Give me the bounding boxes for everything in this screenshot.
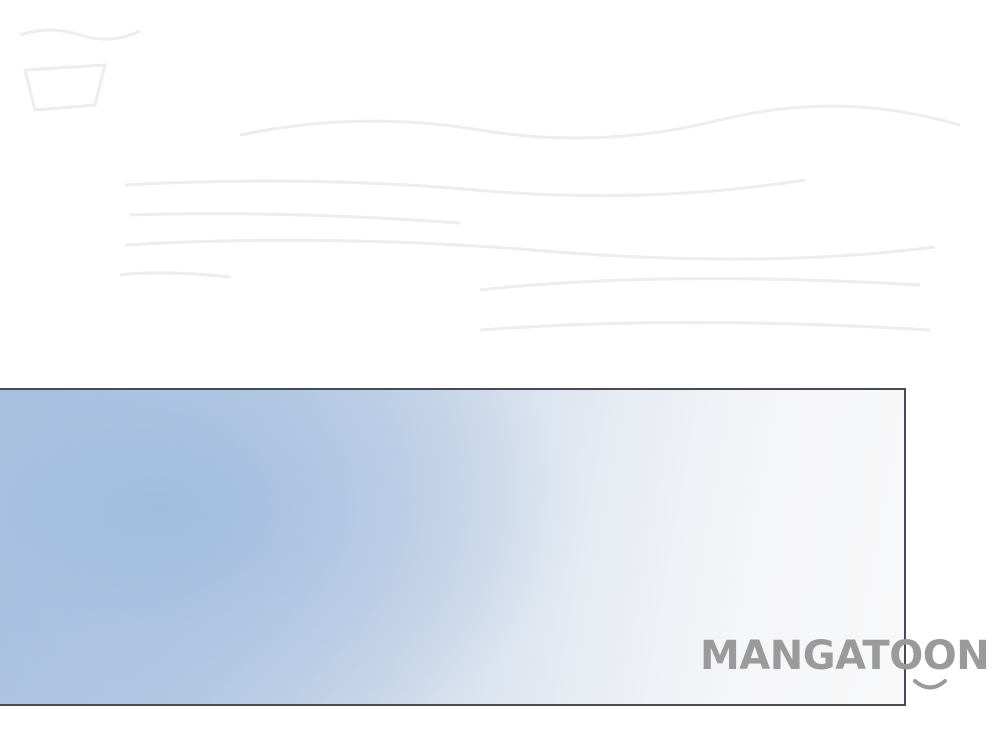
smile-icon	[913, 679, 947, 690]
mangatoon-watermark: MANGATOON	[700, 632, 1000, 696]
show-through-texture	[19, 28, 961, 332]
watermark-text: MANGATOON	[700, 633, 990, 679]
gradient-panel	[0, 388, 906, 706]
